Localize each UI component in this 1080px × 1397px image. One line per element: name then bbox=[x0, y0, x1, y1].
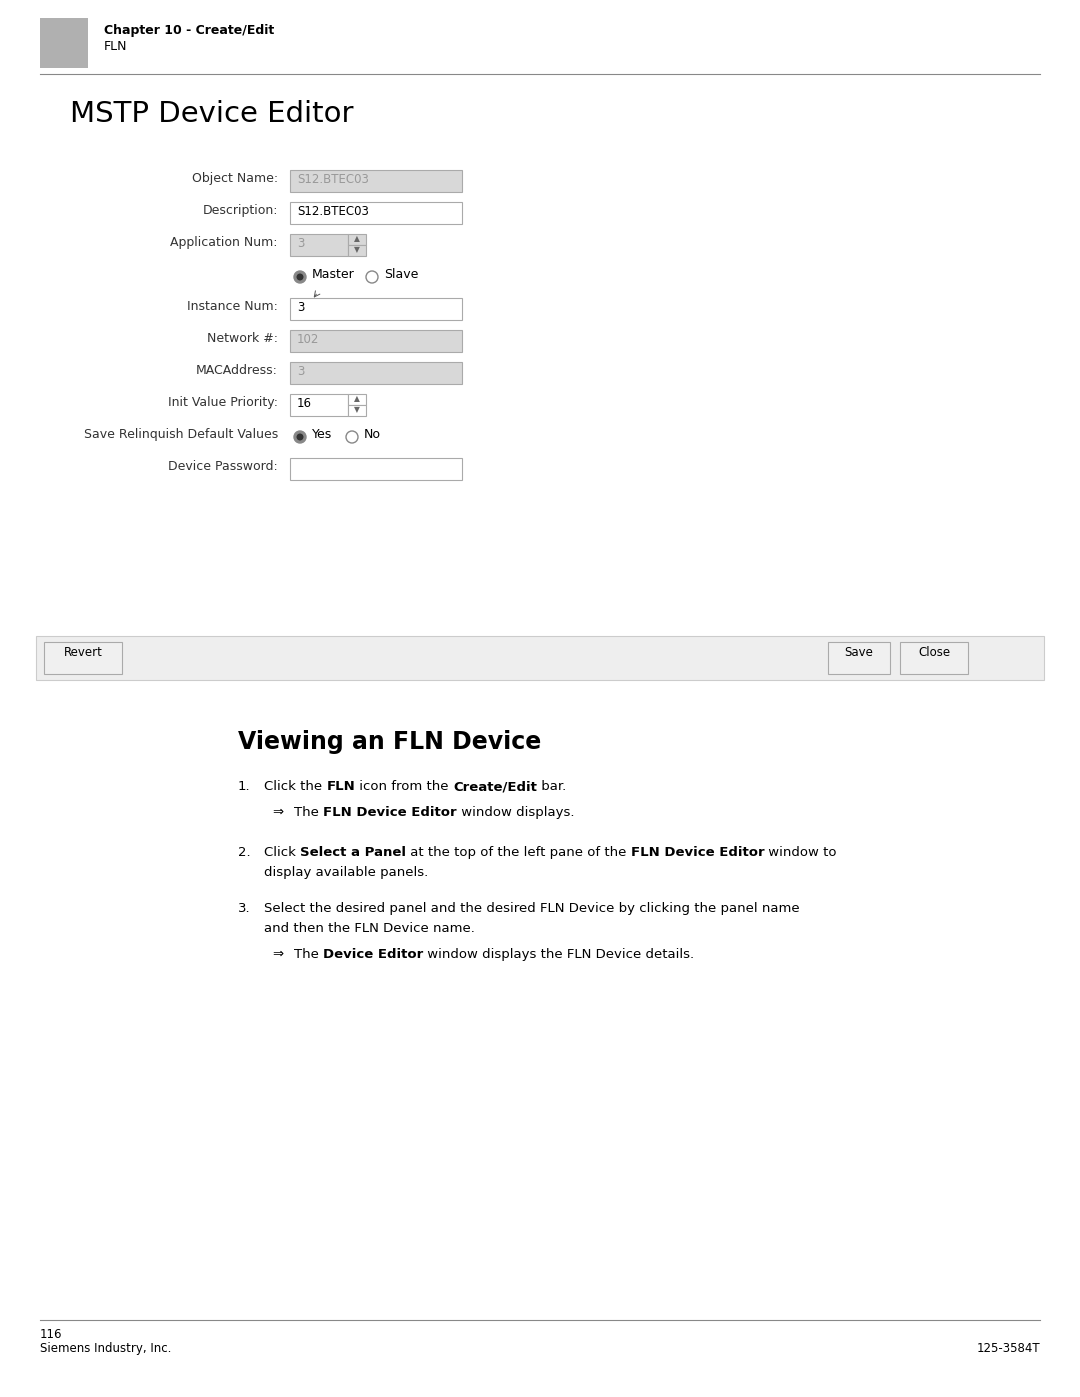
Text: display available panels.: display available panels. bbox=[264, 866, 429, 879]
Text: Master: Master bbox=[312, 268, 354, 281]
FancyBboxPatch shape bbox=[348, 394, 366, 405]
Text: Init Value Priority:: Init Value Priority: bbox=[168, 395, 278, 409]
FancyBboxPatch shape bbox=[828, 643, 890, 673]
Text: ▲: ▲ bbox=[354, 235, 360, 243]
Text: Network #:: Network #: bbox=[207, 332, 278, 345]
Text: Save Relinquish Default Values: Save Relinquish Default Values bbox=[84, 427, 278, 441]
Circle shape bbox=[294, 271, 306, 284]
Text: window to: window to bbox=[765, 847, 837, 859]
Text: FLN Device Editor: FLN Device Editor bbox=[323, 806, 457, 819]
Text: No: No bbox=[364, 427, 381, 441]
Text: and then the FLN Device name.: and then the FLN Device name. bbox=[264, 922, 475, 935]
Text: ▼: ▼ bbox=[354, 405, 360, 414]
Text: window displays the FLN Device details.: window displays the FLN Device details. bbox=[423, 949, 694, 961]
FancyBboxPatch shape bbox=[291, 298, 462, 320]
Text: Description:: Description: bbox=[203, 204, 278, 217]
Text: Application Num:: Application Num: bbox=[171, 236, 278, 249]
Text: Click: Click bbox=[264, 847, 300, 859]
Text: ⇒: ⇒ bbox=[272, 806, 283, 819]
Text: Close: Close bbox=[918, 645, 950, 659]
FancyBboxPatch shape bbox=[40, 18, 87, 68]
FancyBboxPatch shape bbox=[291, 458, 462, 481]
FancyBboxPatch shape bbox=[900, 643, 968, 673]
Text: 1.: 1. bbox=[238, 780, 251, 793]
FancyBboxPatch shape bbox=[291, 203, 462, 224]
Text: 102: 102 bbox=[297, 332, 320, 346]
FancyBboxPatch shape bbox=[44, 643, 122, 673]
Text: Viewing an FLN Device: Viewing an FLN Device bbox=[238, 731, 541, 754]
Text: FLN Device Editor: FLN Device Editor bbox=[631, 847, 765, 859]
Text: 3: 3 bbox=[297, 365, 305, 379]
FancyBboxPatch shape bbox=[348, 235, 366, 244]
Text: Select the desired panel and the desired FLN Device by clicking the panel name: Select the desired panel and the desired… bbox=[264, 902, 799, 915]
Text: bar.: bar. bbox=[537, 780, 566, 793]
Text: 3: 3 bbox=[297, 237, 305, 250]
Text: S12.BTEC03: S12.BTEC03 bbox=[297, 205, 369, 218]
Circle shape bbox=[297, 274, 303, 281]
Text: 16: 16 bbox=[297, 397, 312, 409]
Text: window displays.: window displays. bbox=[457, 806, 575, 819]
Text: Siemens Industry, Inc.: Siemens Industry, Inc. bbox=[40, 1343, 172, 1355]
Text: Click the: Click the bbox=[264, 780, 326, 793]
Text: Chapter 10 - Create/Edit: Chapter 10 - Create/Edit bbox=[104, 24, 274, 36]
Text: Revert: Revert bbox=[64, 645, 103, 659]
Text: 3: 3 bbox=[297, 300, 305, 314]
Circle shape bbox=[297, 433, 303, 440]
FancyBboxPatch shape bbox=[291, 235, 348, 256]
Text: The: The bbox=[294, 806, 323, 819]
Text: Instance Num:: Instance Num: bbox=[187, 300, 278, 313]
Text: icon from the: icon from the bbox=[355, 780, 453, 793]
Text: The: The bbox=[294, 949, 323, 961]
Text: FLN: FLN bbox=[104, 41, 127, 53]
Text: MSTP Device Editor: MSTP Device Editor bbox=[70, 101, 353, 129]
Text: ▼: ▼ bbox=[354, 244, 360, 254]
FancyBboxPatch shape bbox=[291, 330, 462, 352]
Text: S12.BTEC03: S12.BTEC03 bbox=[297, 173, 369, 186]
Text: Device Editor: Device Editor bbox=[323, 949, 423, 961]
Text: Yes: Yes bbox=[312, 427, 333, 441]
FancyBboxPatch shape bbox=[36, 636, 1044, 680]
Circle shape bbox=[346, 432, 357, 443]
FancyBboxPatch shape bbox=[291, 362, 462, 384]
Text: Create/Edit: Create/Edit bbox=[453, 780, 537, 793]
FancyBboxPatch shape bbox=[348, 244, 366, 256]
FancyBboxPatch shape bbox=[291, 394, 348, 416]
Text: 3.: 3. bbox=[238, 902, 251, 915]
FancyBboxPatch shape bbox=[291, 170, 462, 191]
Text: Slave: Slave bbox=[384, 268, 418, 281]
Text: MACAddress:: MACAddress: bbox=[197, 365, 278, 377]
Text: 2.: 2. bbox=[238, 847, 251, 859]
Text: Save: Save bbox=[845, 645, 874, 659]
Text: FLN: FLN bbox=[326, 780, 355, 793]
Circle shape bbox=[294, 432, 306, 443]
Text: Object Name:: Object Name: bbox=[192, 172, 278, 184]
Text: ⇒: ⇒ bbox=[272, 949, 283, 961]
FancyBboxPatch shape bbox=[348, 405, 366, 416]
Text: 116: 116 bbox=[40, 1329, 63, 1341]
Text: Device Password:: Device Password: bbox=[168, 460, 278, 474]
Text: 125-3584T: 125-3584T bbox=[976, 1343, 1040, 1355]
Text: ▲: ▲ bbox=[354, 394, 360, 402]
Text: Select a Panel: Select a Panel bbox=[300, 847, 406, 859]
Circle shape bbox=[366, 271, 378, 284]
Text: at the top of the left pane of the: at the top of the left pane of the bbox=[406, 847, 631, 859]
